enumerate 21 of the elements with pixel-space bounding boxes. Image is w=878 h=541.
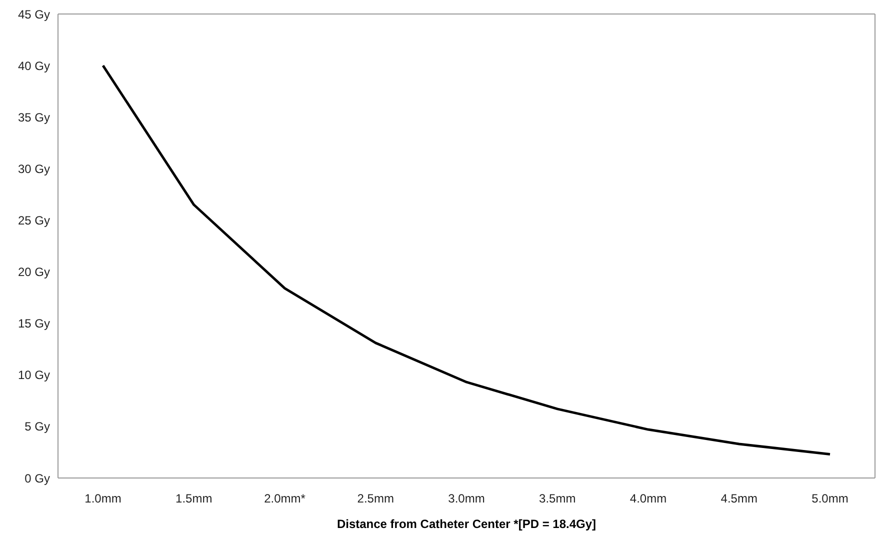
x-tick-label: 1.5mm xyxy=(176,492,212,506)
y-tick-label: 45 Gy xyxy=(18,7,50,22)
x-tick-label: 2.5mm xyxy=(357,492,394,506)
y-tick-label: 5 Gy xyxy=(24,420,50,434)
line-series xyxy=(102,64,832,456)
y-tick-label: 20 Gy xyxy=(18,265,50,280)
y-tick-label: 35 Gy xyxy=(18,110,50,124)
x-tick-label: 1.0mm xyxy=(84,492,122,506)
x-tick-label: 3.0mm xyxy=(448,492,485,506)
x-tick-label: 5.0mm xyxy=(812,492,848,506)
y-tick-label: 30 Gy xyxy=(18,162,50,176)
x-tick-label: 2.0mm* xyxy=(264,492,306,506)
x-axis-title: Distance from Catheter Center *[PD = 18.4Gy] xyxy=(336,517,596,531)
x-tick-label: 4.0mm xyxy=(630,492,667,506)
y-tick-label: 15 Gy xyxy=(18,316,50,331)
y-tick-label: 25 Gy xyxy=(18,213,50,228)
x-tick-label: 3.5mm xyxy=(539,492,576,506)
y-tick-label: 0 Gy xyxy=(24,471,50,486)
y-tick-label: 40 Gy xyxy=(18,58,50,73)
x-tick-label: 4.5mm xyxy=(720,492,758,506)
y-tick-label: 10 Gy xyxy=(18,368,50,382)
